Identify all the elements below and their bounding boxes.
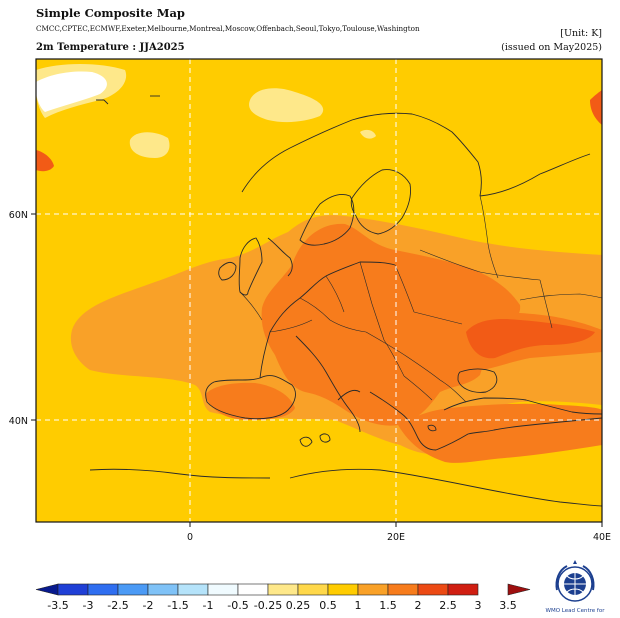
wmo-logo: WMO Lead Centre for [545, 560, 605, 618]
colorbar: -3.5 -3 -2.5 -2 -1.5 -1 -0.5 -0.25 0.25 0.5 1 1.5 2 2… [35, 583, 531, 612]
colorbar-label: 1.5 [379, 599, 397, 612]
map-frame [35, 58, 603, 523]
colorbar-segment [447, 583, 479, 596]
map-subtitle: 2m Temperature : JJA2025 [36, 42, 185, 53]
anomaly-2-5-spot-east [466, 319, 595, 359]
unit-label: [Unit: K] [560, 28, 602, 39]
colorbar-label: -3 [83, 599, 94, 612]
y-tick-60n: 60N [9, 210, 28, 221]
anomaly-0-5-patch-a [249, 88, 324, 123]
x-tick-40e: 40E [593, 532, 611, 543]
coastlines [89, 95, 602, 507]
anomaly-near-zero-patch [36, 71, 107, 112]
colorbar-extend-low [35, 583, 59, 596]
colorbar-label: -1.5 [167, 599, 188, 612]
anomaly-2-5-spot-arctic [590, 90, 602, 125]
colorbar-segment [57, 583, 89, 596]
colorbar-segment [207, 583, 239, 596]
colorbar-label: -0.5 [227, 599, 248, 612]
tick-marks [31, 213, 603, 527]
colorbar-segment [417, 583, 449, 596]
map-title: Simple Composite Map [36, 6, 185, 20]
anomaly-0-5-patch-d [360, 129, 376, 139]
colorbar-segment [177, 583, 209, 596]
colorbar-extend-high [507, 583, 531, 596]
colorbar-label: 3.5 [499, 599, 517, 612]
colorbar-segment [267, 583, 299, 596]
anomaly-2-region-central [261, 223, 521, 426]
colorbar-label: 2.5 [439, 599, 457, 612]
colorbar-segment [357, 583, 389, 596]
x-tick-0: 0 [187, 532, 193, 543]
anomaly-2-5-spot-west [36, 150, 54, 172]
wmo-emblem-icon [555, 560, 595, 602]
colorbar-segment [147, 583, 179, 596]
colorbar-label: -3.5 [47, 599, 68, 612]
issued-label: (issued on May2025) [501, 42, 602, 53]
colorbar-label: -2 [143, 599, 154, 612]
anomaly-0-5-patch-b [129, 132, 170, 158]
logo-caption: WMO Lead Centre for [545, 608, 605, 614]
anomaly-2-region-iberia [205, 382, 295, 420]
anomaly-2-region-southeast [398, 403, 602, 463]
country-borders [239, 195, 602, 403]
colorbar-label: 0.5 [319, 599, 337, 612]
colorbar-label: 0.25 [286, 599, 311, 612]
colorbar-segment [237, 583, 269, 596]
colorbar-segment [387, 583, 419, 596]
colorbar-label: -2.5 [107, 599, 128, 612]
colorbar-segment [297, 583, 329, 596]
colorbar-label: 2 [415, 599, 422, 612]
colorbar-segment [87, 583, 119, 596]
colorbar-label: -1 [203, 599, 214, 612]
colorbar-segment [327, 583, 359, 596]
colorbar-segment [117, 583, 149, 596]
anomaly-field [36, 59, 602, 522]
y-tick-40n: 40N [9, 416, 28, 427]
contributing-centres: CMCC,CPTEC,ECMWF,Exeter,Melbourne,Montre… [36, 24, 420, 33]
colorbar-label: -0.25 [254, 599, 282, 612]
colorbar-label: 1 [355, 599, 362, 612]
gridlines [36, 59, 602, 522]
x-tick-20e: 20E [387, 532, 405, 543]
colorbar-label: 3 [475, 599, 482, 612]
